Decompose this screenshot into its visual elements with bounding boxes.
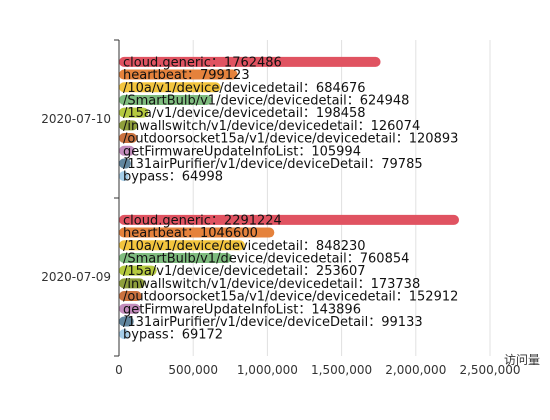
bar bbox=[119, 107, 149, 118]
bar bbox=[119, 291, 142, 302]
x-tick-label: 2,500,000 bbox=[459, 363, 520, 377]
bar-value-label: cloud.generic：2291224 bbox=[123, 213, 282, 228]
bar bbox=[119, 69, 238, 80]
bar-value-label: bypass：69172 bbox=[123, 328, 223, 343]
bar-value-label: /10a/v1/device/devicedetail：684676 bbox=[123, 81, 366, 96]
y-category-label: 2020-07-10 bbox=[41, 112, 111, 126]
bar-value-label: heartbeat：1046600 bbox=[123, 226, 258, 241]
bar bbox=[119, 240, 245, 251]
axes: 0 500,000 1,000,000 1,500,000 2,000,000 2,500… bbox=[41, 39, 521, 377]
bar bbox=[119, 82, 221, 93]
bar-value-label: /SmartBulb/v1/device/devicedetail：624948 bbox=[123, 93, 409, 108]
bar bbox=[119, 303, 141, 314]
bar-value-label: /inwallswitch/v1/device/devicedetail：173… bbox=[123, 277, 420, 292]
bar-value-label: /131airPurifier/v1/device/deviceDetail：9… bbox=[123, 315, 423, 330]
bar bbox=[119, 120, 138, 131]
bar bbox=[119, 252, 232, 263]
bar bbox=[119, 145, 135, 156]
bar bbox=[119, 227, 275, 238]
bar bbox=[119, 316, 134, 327]
bar-value-label: /SmartBulb/v1/device/devicedetail：760854 bbox=[123, 251, 409, 266]
bar bbox=[119, 329, 130, 340]
bar-labels: cloud.generic：1762486heartbeat：799123/10… bbox=[123, 55, 458, 342]
bar-value-label: /15a/v1/device/devicedetail：198458 bbox=[123, 106, 366, 121]
bar bbox=[119, 94, 212, 105]
bar-value-label: getFirmwareUpdateInfoList：143896 bbox=[123, 302, 361, 317]
bar bbox=[119, 214, 460, 225]
bar bbox=[119, 133, 137, 144]
x-tick-label: 2,000,000 bbox=[385, 363, 446, 377]
bar-value-label: /131airPurifier/v1/device/deviceDetail：7… bbox=[123, 157, 423, 172]
y-category-label: 2020-07-09 bbox=[41, 270, 111, 284]
bar bbox=[119, 265, 157, 276]
bars bbox=[119, 56, 460, 340]
bar-value-label: heartbeat：799123 bbox=[123, 68, 250, 83]
x-tick-label: 1,000,000 bbox=[237, 363, 298, 377]
bar-value-label: /15a/v1/device/devicedetail：253607 bbox=[123, 264, 366, 279]
bar-value-label: getFirmwareUpdateInfoList：105994 bbox=[123, 144, 361, 159]
bar bbox=[119, 56, 381, 67]
x-tick-label: 1,500,000 bbox=[311, 363, 372, 377]
x-axis-title: 访问量 bbox=[504, 353, 540, 367]
bar-value-label: bypass：64998 bbox=[123, 170, 223, 185]
x-tick-label: 500,000 bbox=[168, 363, 218, 377]
bar bbox=[119, 158, 131, 169]
bar bbox=[119, 171, 129, 182]
bar-value-label: /outdoorsocket15a/v1/device/devicedetail… bbox=[123, 290, 458, 305]
bar-value-label: /inwallswitch/v1/device/devicedetail：126… bbox=[123, 119, 420, 134]
bar-value-label: /10a/v1/device/devicedetail：848230 bbox=[123, 239, 366, 254]
x-tick-label: 0 bbox=[115, 363, 123, 377]
grid-lines bbox=[192, 40, 491, 356]
bar bbox=[119, 278, 145, 289]
bar-value-label: cloud.generic：1762486 bbox=[123, 55, 282, 70]
bar-value-label: /outdoorsocket15a/v1/device/devicedetail… bbox=[123, 132, 458, 147]
